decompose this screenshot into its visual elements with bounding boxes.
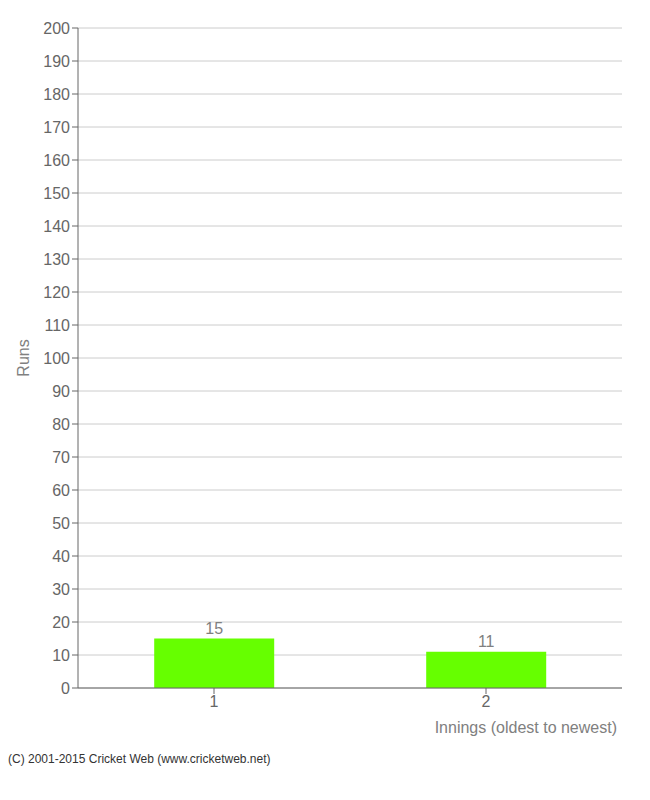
svg-text:170: 170: [43, 119, 70, 136]
svg-text:2: 2: [482, 693, 491, 710]
svg-text:130: 130: [43, 251, 70, 268]
svg-text:90: 90: [52, 383, 70, 400]
svg-text:140: 140: [43, 218, 70, 235]
html-text:(C) 2001-2015 Cricket Web (www: (C) 2001-2015 Cricket Web (www.cricketwe…: [8, 752, 271, 766]
svg-text:160: 160: [43, 152, 70, 169]
svg-text:190: 190: [43, 53, 70, 70]
svg-text:80: 80: [52, 416, 70, 433]
svg-text:50: 50: [52, 515, 70, 532]
svg-text:60: 60: [52, 482, 70, 499]
svg-text:100: 100: [43, 350, 70, 367]
svg-text:15: 15: [205, 620, 223, 637]
svg-text:0: 0: [61, 680, 70, 697]
svg-text:Innings (oldest to newest): Innings (oldest to newest): [435, 719, 617, 736]
svg-text:110: 110: [44, 317, 70, 334]
svg-text:1: 1: [210, 693, 219, 710]
svg-text:Runs: Runs: [15, 339, 32, 376]
svg-text:20: 20: [52, 614, 70, 631]
svg-text:180: 180: [43, 86, 70, 103]
svg-text:11: 11: [478, 633, 495, 650]
svg-text:30: 30: [52, 581, 70, 598]
svg-text:40: 40: [52, 548, 70, 565]
svg-text:200: 200: [43, 20, 70, 37]
svg-text:10: 10: [52, 647, 70, 664]
svg-text:150: 150: [43, 185, 70, 202]
svg-text:120: 120: [43, 284, 70, 301]
svg-text:70: 70: [52, 449, 70, 466]
